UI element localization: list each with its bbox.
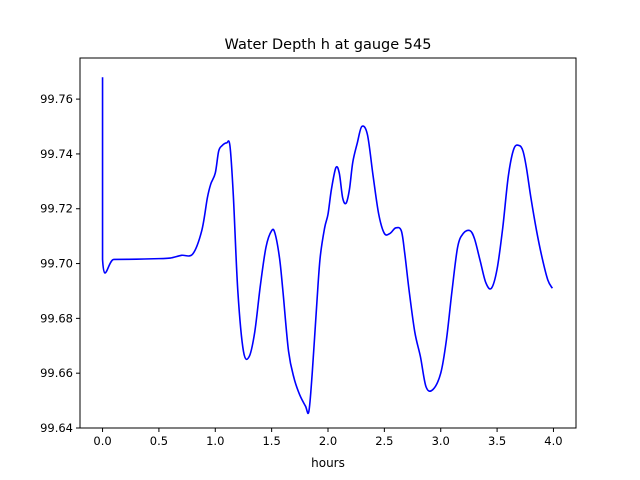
x-tick-label: 1.5: [262, 434, 280, 448]
x-tick-label: 3.5: [488, 434, 506, 448]
chart-title: Water Depth h at gauge 545: [225, 37, 432, 53]
x-axis: 0.0 0.5 1.0 1.5 2.0 2.5 3.0 3.5 4.0: [93, 428, 563, 448]
x-axis-label: hours: [311, 456, 345, 470]
y-tick-label: 99.70: [40, 257, 73, 271]
x-tick-label: 2.0: [319, 434, 337, 448]
y-tick-label: 99.74: [40, 147, 73, 161]
x-tick-label: 3.0: [432, 434, 450, 448]
x-tick-label: 4.0: [544, 434, 562, 448]
y-tick-label: 99.76: [40, 92, 73, 106]
y-tick-label: 99.66: [40, 366, 73, 380]
x-tick-label: 2.5: [375, 434, 393, 448]
y-tick-label: 99.64: [40, 421, 73, 435]
x-tick-label: 0.5: [150, 434, 168, 448]
series-line-0: [101, 77, 554, 415]
x-tick-label: 0.0: [93, 434, 111, 448]
y-tick-label: 99.72: [40, 202, 73, 216]
y-tick-label: 99.68: [40, 311, 73, 325]
plot-series: [101, 77, 554, 415]
y-axis: 99.64 99.66 99.68 99.70 99.72 99.74 99.76: [40, 92, 80, 435]
x-tick-label: 1.0: [206, 434, 224, 448]
